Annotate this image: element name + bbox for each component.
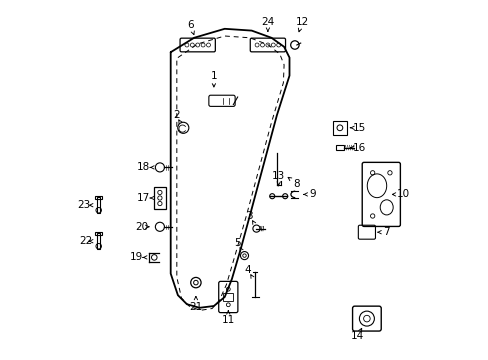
- Text: 18: 18: [137, 162, 150, 172]
- Bar: [335, 145, 343, 150]
- Bar: [97, 197, 101, 213]
- Text: 5: 5: [234, 238, 240, 248]
- Text: 6: 6: [187, 20, 193, 30]
- Text: 7: 7: [383, 227, 389, 237]
- Text: 12: 12: [295, 17, 308, 27]
- Text: 21: 21: [189, 302, 202, 312]
- Text: 4: 4: [244, 265, 251, 275]
- Text: 3: 3: [246, 211, 253, 221]
- Text: 15: 15: [352, 123, 366, 133]
- Text: 1: 1: [210, 71, 217, 81]
- Bar: [95, 232, 102, 235]
- Bar: [95, 196, 102, 199]
- Text: 2: 2: [172, 110, 179, 120]
- Text: 14: 14: [350, 330, 364, 341]
- Text: 10: 10: [396, 189, 408, 199]
- Text: 16: 16: [352, 143, 366, 153]
- Text: 9: 9: [309, 189, 316, 199]
- Text: 17: 17: [137, 193, 150, 203]
- Text: 24: 24: [261, 17, 274, 27]
- Text: 20: 20: [135, 222, 148, 232]
- Text: 8: 8: [293, 179, 300, 189]
- Text: 19: 19: [130, 252, 143, 262]
- Text: 13: 13: [271, 171, 285, 181]
- Bar: [97, 233, 101, 249]
- Bar: [223, 293, 233, 301]
- Text: 23: 23: [78, 200, 91, 210]
- Text: 11: 11: [221, 315, 234, 325]
- Text: 22: 22: [79, 236, 92, 246]
